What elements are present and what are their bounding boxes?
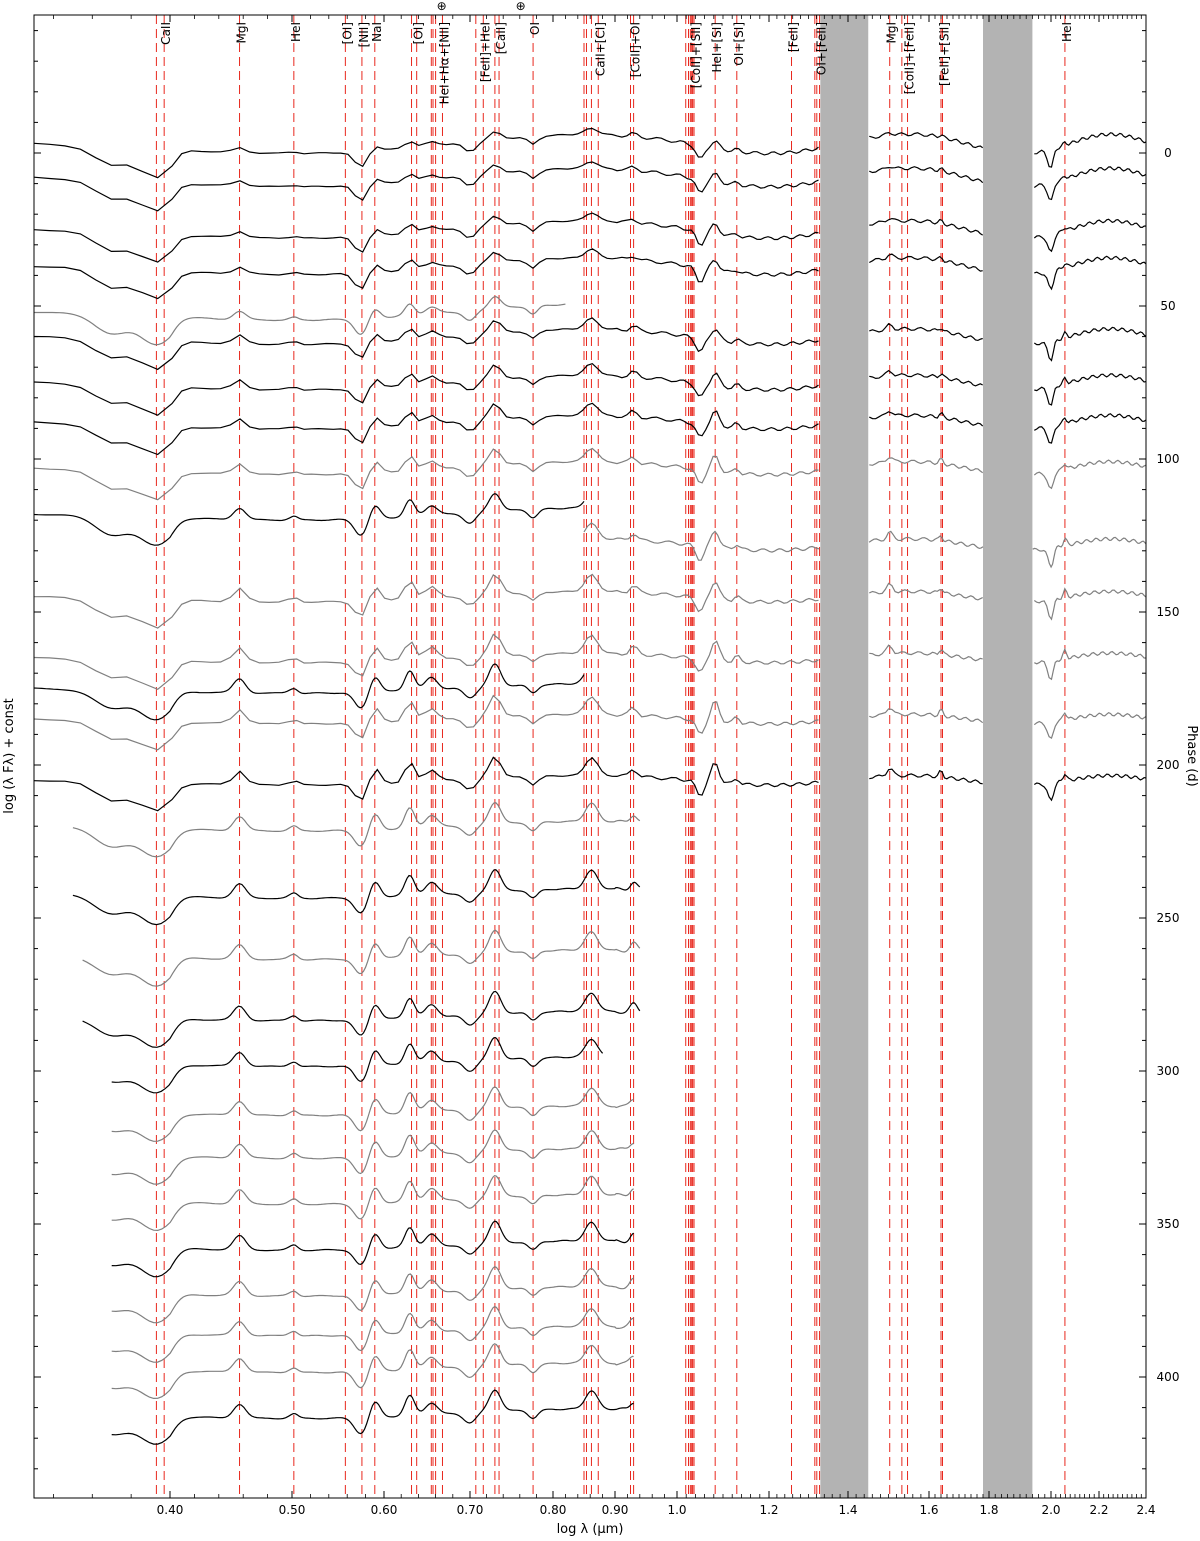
spectrum-line bbox=[111, 1175, 634, 1232]
spectrum-line bbox=[34, 296, 566, 346]
spectrum-line bbox=[33, 127, 1147, 179]
line-labels: CaII MgI HeI [OI] [NII]NaI [OI] HeI+Hα+[NII] [F… bbox=[159, 0, 1074, 104]
phase-tick-label: 150 bbox=[1157, 605, 1180, 619]
spectra bbox=[33, 127, 1147, 1445]
spectrum-line bbox=[33, 694, 1147, 751]
phase-axis-ticks: 0 50 100 150 200 250 300 350 400 bbox=[34, 30, 1180, 1470]
spectrum-line bbox=[33, 363, 1147, 416]
line-label: HeI+[SI] bbox=[710, 22, 724, 73]
x-tick-label: 1.2 bbox=[759, 1503, 778, 1517]
x-tick-label: 0.40 bbox=[157, 1503, 184, 1517]
line-label: HeI bbox=[1060, 22, 1074, 42]
line-label: [CaII] bbox=[494, 22, 508, 54]
phase-tick-label: 50 bbox=[1160, 299, 1175, 313]
line-label: [CoII]+[SII] bbox=[689, 22, 703, 88]
telluric-bands bbox=[820, 15, 1033, 1498]
spectrum-line bbox=[33, 402, 1147, 456]
spectrum-line bbox=[33, 317, 1147, 371]
y-axis-title-right: Phase (d) bbox=[1184, 725, 1199, 786]
line-markers bbox=[155, 15, 1066, 1498]
x-tick-label: 1.6 bbox=[919, 1503, 938, 1517]
telluric-band bbox=[983, 15, 1033, 1498]
line-label: HeI+Hα+[NII] bbox=[437, 22, 451, 104]
phase-tick-label: 400 bbox=[1157, 1370, 1180, 1384]
spectrum-line bbox=[111, 1129, 634, 1185]
x-tick-label: 2.2 bbox=[1089, 1503, 1108, 1517]
spectrum-line bbox=[72, 869, 641, 926]
spectrum-line bbox=[33, 663, 585, 721]
spectrum-line bbox=[111, 1389, 634, 1445]
line-label: CaII bbox=[159, 22, 173, 45]
x-tick-label: 0.50 bbox=[279, 1503, 306, 1517]
line-label: CaII+[CI] bbox=[593, 22, 607, 76]
spectrum-line bbox=[33, 212, 1147, 263]
spectrum-line bbox=[583, 522, 1147, 569]
spectrum-line bbox=[82, 990, 641, 1048]
spectrum-line bbox=[72, 802, 641, 858]
line-label: MgI bbox=[235, 22, 249, 44]
x-tick-label: 2.4 bbox=[1136, 1503, 1155, 1517]
spectrum-line bbox=[33, 447, 1147, 501]
spectrum-line bbox=[33, 756, 1147, 812]
line-label: OI+[FeII] bbox=[815, 22, 829, 75]
x-tick-label: 2.0 bbox=[1041, 1503, 1060, 1517]
spectrum-line bbox=[111, 1086, 634, 1142]
line-label: [FeII]+HeI bbox=[478, 22, 492, 82]
x-tick-label: 0.80 bbox=[540, 1503, 567, 1517]
phase-tick-label: 350 bbox=[1157, 1217, 1180, 1231]
telluric-band bbox=[820, 15, 869, 1498]
spectrum-line bbox=[111, 1220, 634, 1278]
spectrum-line bbox=[33, 633, 1146, 690]
spectrum-line bbox=[111, 1037, 604, 1094]
spectrum-line bbox=[33, 493, 585, 546]
line-label: [OI] bbox=[412, 22, 426, 44]
spectrum-line bbox=[33, 573, 1147, 629]
line-label: HeI bbox=[289, 22, 303, 42]
spectrum-line bbox=[33, 161, 1147, 212]
line-label: [CoII]+[FeII] bbox=[903, 22, 917, 94]
telluric-symbol: ⊕ bbox=[437, 0, 447, 13]
phase-tick-label: 300 bbox=[1157, 1064, 1180, 1078]
phase-tick-label: 100 bbox=[1157, 452, 1180, 466]
spectrum-line bbox=[82, 929, 641, 987]
phase-tick-label: 250 bbox=[1157, 911, 1180, 925]
line-label: [NII] bbox=[357, 22, 371, 47]
phase-tick-label: 0 bbox=[1164, 146, 1172, 160]
x-tick-label: 0.70 bbox=[457, 1503, 484, 1517]
line-label: MgI bbox=[885, 22, 899, 44]
line-label: [CoII]+OI bbox=[629, 22, 643, 77]
x-tick-label: 1.8 bbox=[979, 1503, 998, 1517]
x-tick-label: 0.90 bbox=[602, 1503, 629, 1517]
x-tick-label: 1.0 bbox=[667, 1503, 686, 1517]
spectrum-line bbox=[33, 248, 1147, 300]
line-label: [FeII] bbox=[787, 22, 801, 52]
line-label: OI bbox=[528, 22, 542, 35]
telluric-symbol: ⊕ bbox=[516, 0, 526, 13]
x-axis-ticks: 0.40 0.50 0.60 0.70 0.80 0.90 1.0 1.2 1.4 1.6 1.8 2… bbox=[53, 15, 1156, 1517]
x-tick-label: 0.60 bbox=[371, 1503, 398, 1517]
spectrum-line bbox=[111, 1266, 634, 1324]
plot-background bbox=[34, 15, 1146, 1498]
phase-tick-label: 200 bbox=[1157, 758, 1180, 772]
x-axis-title: log λ (µm) bbox=[557, 1522, 624, 1537]
spectrum-line bbox=[111, 1305, 634, 1363]
line-label: [OI] bbox=[340, 22, 354, 44]
y-axis-title-left: log (λ Fλ) + const bbox=[2, 698, 17, 813]
spectrum-line bbox=[111, 1343, 634, 1400]
line-label: [FeII]+[SiI] bbox=[938, 22, 952, 86]
x-tick-label: 1.4 bbox=[838, 1503, 857, 1517]
line-label: OI+[SI] bbox=[732, 22, 746, 66]
line-label: NaI bbox=[370, 22, 384, 42]
